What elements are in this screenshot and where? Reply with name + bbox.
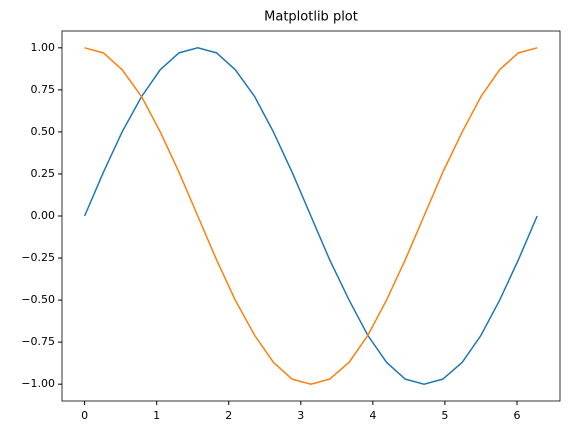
x-tick-label: 1 xyxy=(153,409,160,422)
y-tick-label: 1.00 xyxy=(31,41,56,54)
y-tick-label: −0.25 xyxy=(21,251,55,264)
y-tick-label: 0.00 xyxy=(31,209,56,222)
x-tick-label: 4 xyxy=(369,409,376,422)
x-tick-label: 5 xyxy=(441,409,448,422)
y-tick-label: 0.50 xyxy=(31,125,56,138)
y-tick-label: −0.75 xyxy=(21,335,55,348)
plot-frame xyxy=(61,30,561,402)
y-tick-label: −1.00 xyxy=(21,377,55,390)
y-tick-label: 0.25 xyxy=(31,167,56,180)
x-tick-label: 6 xyxy=(513,409,520,422)
line-series xyxy=(83,47,538,385)
y-tick-label: 0.75 xyxy=(31,83,56,96)
line-series xyxy=(84,47,538,385)
chart-title: Matplotlib plot xyxy=(264,10,358,25)
x-tick-label: 0 xyxy=(81,409,88,422)
y-tick-label: −0.50 xyxy=(21,293,55,306)
x-tick-label: 3 xyxy=(297,409,304,422)
x-tick-label: 2 xyxy=(225,409,232,422)
